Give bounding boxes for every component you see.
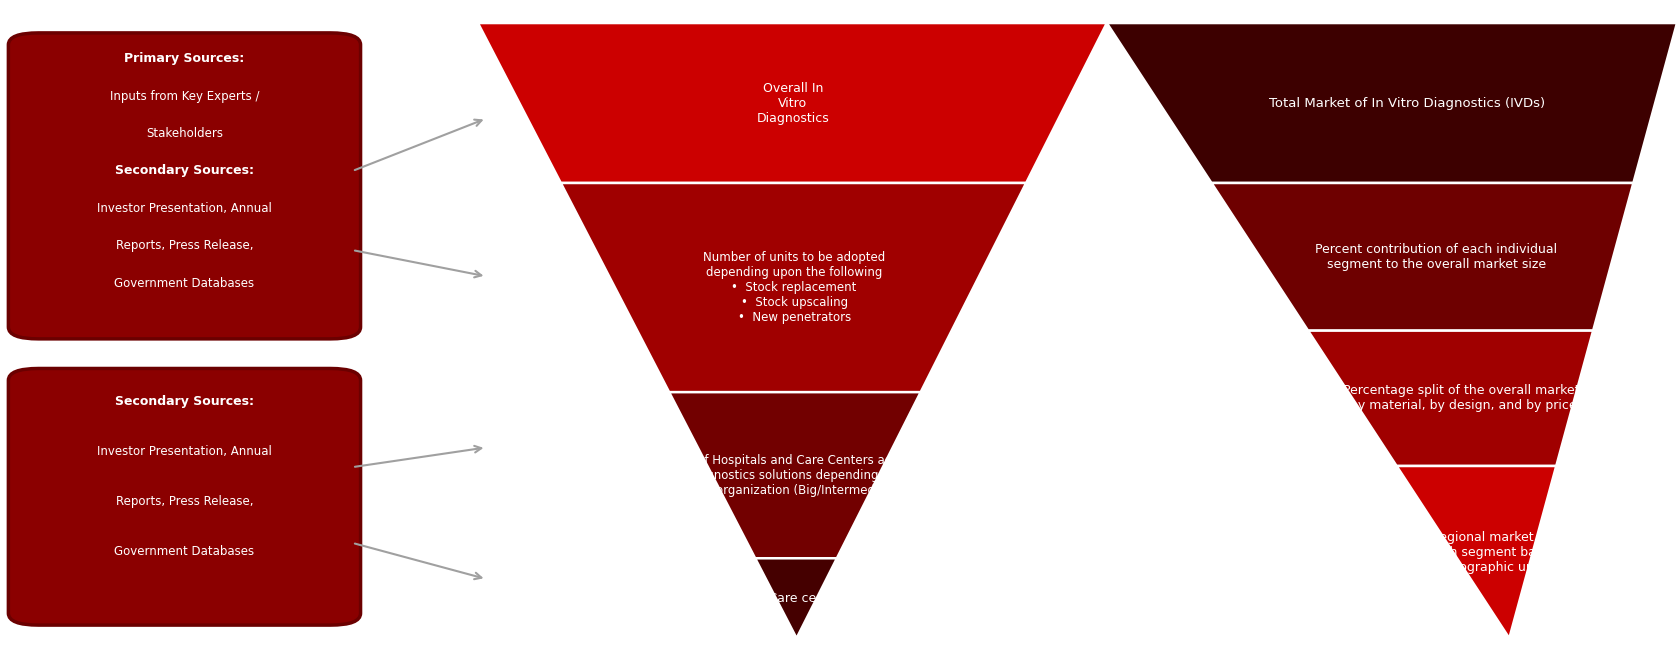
- Polygon shape: [1107, 23, 1677, 183]
- Text: Percent contribution of each individual
segment to the overall market size: Percent contribution of each individual …: [1315, 243, 1558, 271]
- Text: Inputs from Key Experts /: Inputs from Key Experts /: [109, 89, 260, 103]
- Text: Percentage split of the overall market,
by material, by design, and by price: Percentage split of the overall market, …: [1343, 384, 1583, 413]
- Text: Overall In
Vitro
Diagnostics: Overall In Vitro Diagnostics: [756, 82, 830, 124]
- Text: Number of units to be adopted
depending upon the following
•  Stock replacement
: Number of units to be adopted depending …: [703, 251, 885, 324]
- Text: Reports, Press Release,: Reports, Press Release,: [116, 495, 253, 508]
- Text: Government Databases: Government Databases: [114, 276, 255, 290]
- Text: Secondary Sources:: Secondary Sources:: [116, 395, 253, 408]
- Polygon shape: [1211, 183, 1633, 330]
- FancyBboxPatch shape: [8, 368, 361, 625]
- Text: Number of Hospitals and Care Centers adopting In
Vitro Diagnostics solutions dep: Number of Hospitals and Care Centers ado…: [646, 454, 944, 497]
- Polygon shape: [560, 183, 1026, 392]
- Text: Stakeholders: Stakeholders: [146, 127, 223, 140]
- Text: Primary Sources:: Primary Sources:: [124, 52, 245, 65]
- Text: Number of Hospitals and Care centers in a Region / Country: Number of Hospitals and Care centers in …: [609, 592, 984, 605]
- Text: Reports, Press Release,: Reports, Press Release,: [116, 240, 253, 252]
- Text: Regional market for
each segment based
on geographic uptake: Regional market for each segment based o…: [1424, 530, 1561, 574]
- Polygon shape: [478, 23, 1107, 183]
- Polygon shape: [1397, 466, 1556, 638]
- Polygon shape: [755, 558, 837, 638]
- Text: Total Market of In Vitro Diagnostics (IVDs): Total Market of In Vitro Diagnostics (IV…: [1269, 97, 1545, 109]
- Text: Investor Presentation, Annual: Investor Presentation, Annual: [97, 202, 272, 215]
- Text: Secondary Sources:: Secondary Sources:: [116, 164, 253, 178]
- Polygon shape: [1308, 330, 1593, 466]
- FancyBboxPatch shape: [8, 33, 361, 339]
- Text: Government Databases: Government Databases: [114, 545, 255, 558]
- Polygon shape: [669, 392, 921, 558]
- Text: Investor Presentation, Annual: Investor Presentation, Annual: [97, 445, 272, 458]
